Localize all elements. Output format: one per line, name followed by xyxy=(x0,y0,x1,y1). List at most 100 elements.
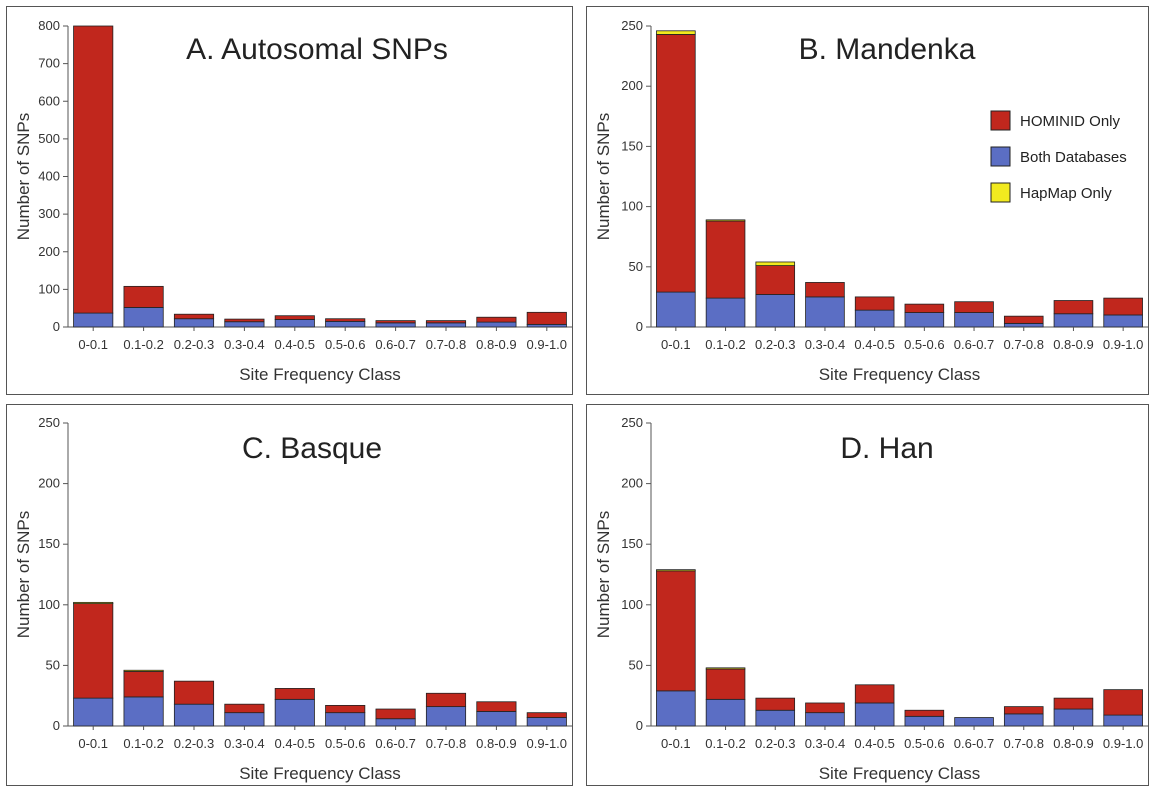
bar-segment xyxy=(526,717,567,727)
bar-segment xyxy=(755,294,796,328)
bar-segment xyxy=(526,712,567,718)
y-tick-label: 100 xyxy=(621,597,643,612)
y-tick-label: 100 xyxy=(38,597,60,612)
bar-segment xyxy=(656,30,696,35)
bar-segment xyxy=(705,698,746,727)
bar-segment xyxy=(173,703,215,727)
y-tick-label: 500 xyxy=(38,131,60,146)
bar-segment xyxy=(73,312,114,328)
y-tick-label: 0 xyxy=(53,319,60,334)
bar-segment xyxy=(854,309,895,328)
bar-segment xyxy=(656,34,696,293)
chart-b: B. Mandenka 0 50 100 150 200 250 0-0.1 0.1-0.2 0.… xyxy=(594,18,1148,384)
bar-segment xyxy=(954,312,994,328)
y-tick-label: 300 xyxy=(38,206,60,221)
bar-segment xyxy=(755,265,796,295)
x-tick-label: 0.6-0.7 xyxy=(954,337,994,352)
bar-segment xyxy=(173,318,215,328)
x-tick-label: 0.7-0.8 xyxy=(426,337,466,352)
x-axis-label: Site Frequency Class xyxy=(239,764,401,783)
bar-segment xyxy=(325,318,366,322)
bar-segment xyxy=(1053,708,1094,727)
x-tick-label: 0.7-0.8 xyxy=(426,736,466,751)
bar-segment xyxy=(954,301,994,313)
bar-segment xyxy=(805,712,845,727)
bar-segment xyxy=(274,315,315,320)
x-tick-label: 0.2-0.3 xyxy=(174,337,214,352)
bar-segment xyxy=(375,320,416,324)
bar-segment xyxy=(1103,297,1143,316)
chart-title: B. Mandenka xyxy=(799,33,976,66)
chart-a: A. Autosomal SNPs 0 100 200 300 400 500 600 700 8… xyxy=(14,18,572,384)
bar-segment xyxy=(123,671,164,698)
y-tick-label: 0 xyxy=(636,319,643,334)
bar-segment xyxy=(425,692,467,708)
bar-segment xyxy=(904,715,945,727)
y-tick-label: 250 xyxy=(621,18,643,33)
bar-segment xyxy=(805,702,845,714)
y-tick-label: 800 xyxy=(38,18,60,33)
y-tick-label: 100 xyxy=(621,199,643,214)
x-tick-label: 0.5-0.6 xyxy=(904,736,944,751)
bar-segment xyxy=(1103,314,1143,328)
x-tick-label: 0.6-0.7 xyxy=(375,736,415,751)
x-tick-label: 0.6-0.7 xyxy=(375,337,415,352)
x-tick-label: 0.2-0.3 xyxy=(755,736,795,751)
bar-segment xyxy=(705,220,746,299)
x-tick-label: 0.1-0.2 xyxy=(123,736,163,751)
y-tick-label: 50 xyxy=(629,259,643,274)
x-tick-label: 0.7-0.8 xyxy=(1004,337,1044,352)
legend-swatch xyxy=(990,110,1011,131)
chart-title: A. Autosomal SNPs xyxy=(186,33,448,66)
x-tick-label: 0.3-0.4 xyxy=(805,736,845,751)
y-tick-label: 50 xyxy=(46,657,60,672)
bar-segment xyxy=(705,667,746,670)
x-axis-label: Site Frequency Class xyxy=(819,764,981,783)
bar-segment xyxy=(805,296,845,328)
x-tick-label: 0.7-0.8 xyxy=(1004,736,1044,751)
bar-segment xyxy=(904,312,945,328)
x-axis-label: Site Frequency Class xyxy=(239,365,401,384)
panel-d: D. Han 0 50 100 150 200 250 0-0.1 0.1-0.2 0.2-0.3… xyxy=(586,404,1149,786)
y-tick-label: 150 xyxy=(621,536,643,551)
y-tick-label: 50 xyxy=(629,657,643,672)
x-tick-label: 0.8-0.9 xyxy=(476,736,516,751)
x-tick-label: 0.2-0.3 xyxy=(174,736,214,751)
bar-segment xyxy=(325,712,366,727)
x-tick-label: 0.3-0.4 xyxy=(805,337,845,352)
bar-segment xyxy=(805,282,845,298)
legend-label: HOMINID Only xyxy=(1020,113,1121,130)
y-axis-label: Number of SNPs xyxy=(594,113,613,241)
legend-swatch xyxy=(990,146,1011,167)
y-tick-label: 150 xyxy=(38,536,60,551)
bar-segment xyxy=(656,690,696,727)
y-axis-label: Number of SNPs xyxy=(14,511,33,639)
x-tick-label: 0-0.1 xyxy=(78,337,108,352)
x-tick-label: 0.8-0.9 xyxy=(476,337,516,352)
bar-segment xyxy=(123,669,164,672)
y-tick-label: 200 xyxy=(38,476,60,491)
bar-segment xyxy=(854,684,895,704)
bar-segment xyxy=(526,311,567,325)
bar-segment xyxy=(173,680,215,705)
bar-segment xyxy=(274,698,315,727)
bar-segment xyxy=(854,296,895,311)
x-tick-label: 0.1-0.2 xyxy=(705,337,745,352)
x-tick-label: 0.9-1.0 xyxy=(527,736,567,751)
x-tick-label: 0.9-1.0 xyxy=(527,337,567,352)
bar-segment xyxy=(705,297,746,328)
bar-segment xyxy=(1053,697,1094,710)
x-tick-label: 0.5-0.6 xyxy=(904,337,944,352)
x-tick-label: 0.4-0.5 xyxy=(275,736,315,751)
y-axis-label: Number of SNPs xyxy=(594,511,613,639)
bar-segment xyxy=(476,711,517,727)
bar-segment xyxy=(375,718,416,727)
bar-segment xyxy=(755,709,796,727)
bar-segment xyxy=(904,709,945,717)
bar-segment xyxy=(274,319,315,328)
x-tick-label: 0-0.1 xyxy=(78,736,108,751)
legend-label: Both Databases xyxy=(1020,149,1127,166)
x-tick-label: 0.6-0.7 xyxy=(954,736,994,751)
bar-segment xyxy=(476,701,517,712)
bar-segment xyxy=(73,603,114,699)
